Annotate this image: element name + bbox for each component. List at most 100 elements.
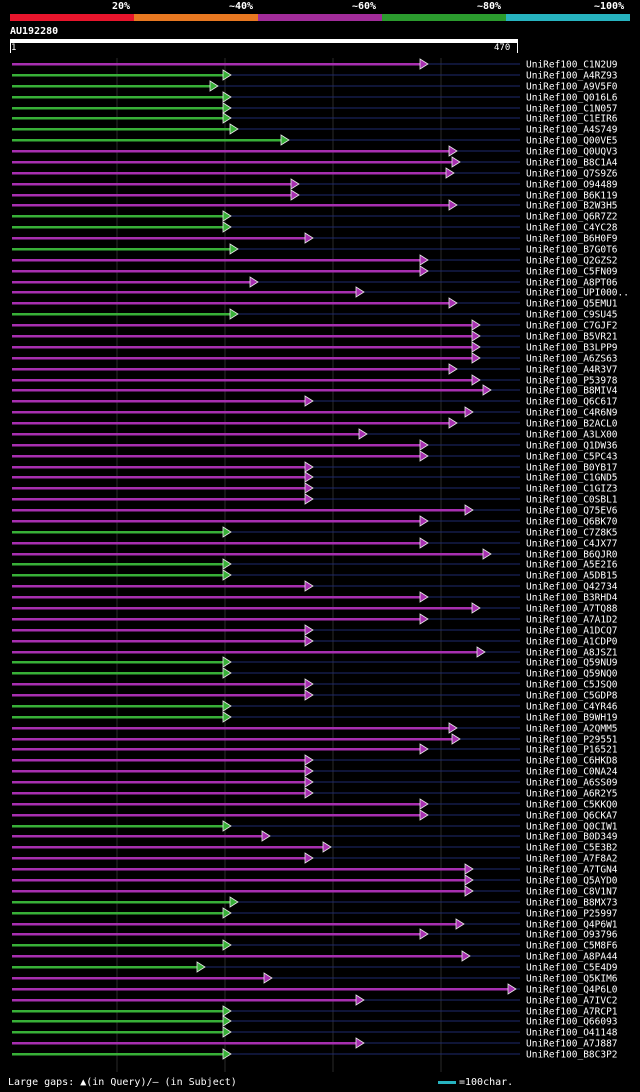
hit-bar [12, 531, 225, 534]
hit-bar [12, 563, 225, 566]
hit-arrow [304, 493, 314, 505]
hit-label: UniRef100_C1GND5 [526, 473, 618, 484]
hit-label: UniRef100_A7TGN4 [526, 865, 618, 876]
hit-label: UniRef100_B2W3H5 [526, 201, 618, 212]
hit-arrow [419, 254, 429, 266]
hit-bar [12, 400, 307, 403]
hit-arrow [445, 167, 455, 179]
hit-label: UniRef100_C5JSQ0 [526, 680, 618, 691]
hit-label: UniRef100_A5DB15 [526, 571, 618, 582]
hit-arrow [355, 994, 365, 1006]
hit-label: UniRef100_C5FN09 [526, 267, 618, 278]
hit-label: UniRef100_B6H0F9 [526, 234, 618, 245]
hit-bar [12, 291, 358, 294]
hit-label: UniRef100_B3LPP9 [526, 343, 618, 354]
hit-label: UniRef100_B8C3P2 [526, 1050, 618, 1061]
hit-arrow [461, 950, 471, 962]
hit-label: UniRef100_P25997 [526, 909, 618, 920]
hit-label: UniRef100_Q66093 [526, 1017, 618, 1028]
hit-arrow [419, 743, 429, 755]
hit-label: UniRef100_C1N2U9 [526, 60, 618, 71]
hit-label: UniRef100_B8MIV4 [526, 386, 618, 397]
hit-label: UniRef100_Q5AYD0 [526, 876, 618, 887]
hit-arrow [304, 482, 314, 494]
hit-arrow [471, 374, 481, 386]
hit-label: UniRef100_A9V5F0 [526, 82, 618, 93]
hit-bar [12, 1020, 225, 1023]
hit-bar [12, 117, 225, 120]
hit-bar [12, 444, 422, 447]
hit-arrow [222, 1015, 232, 1027]
gap-legend: Large gaps: ▲(in Query)/– (in Subject) [8, 1077, 237, 1088]
hit-arrow [471, 330, 481, 342]
hit-label: UniRef100_A6R2Y5 [526, 789, 618, 800]
hit-arrow [451, 733, 461, 745]
scale-end-label: 470 [494, 43, 511, 53]
legend-segment-60 [258, 14, 382, 21]
hit-label: UniRef100_C5E4D9 [526, 963, 618, 974]
hit-arrow [222, 1048, 232, 1060]
hit-bar [12, 194, 293, 197]
hit-bar [12, 672, 225, 675]
hit-label: UniRef100_C8V1N7 [526, 887, 618, 898]
hit-arrow [507, 983, 517, 995]
hit-label: UniRef100_B3RHD4 [526, 593, 618, 604]
hit-label: UniRef100_A7F8A2 [526, 854, 618, 865]
hit-bar [12, 716, 225, 719]
hit-label: UniRef100_B9WH19 [526, 713, 618, 724]
hit-arrow [304, 776, 314, 788]
hit-bar [12, 890, 467, 893]
hit-bar [12, 705, 225, 708]
hit-arrow [229, 896, 239, 908]
hit-bar [12, 74, 225, 77]
hit-label: UniRef100_A8PA44 [526, 952, 618, 963]
hit-bar [12, 107, 225, 110]
hit-bar [12, 1010, 225, 1013]
hit-arrow [229, 243, 239, 255]
hit-label: UniRef100_B8MX73 [526, 898, 618, 909]
hit-label: UniRef100_B2ACL0 [526, 419, 618, 430]
hit-label: UniRef100_A4RZ93 [526, 71, 618, 82]
hit-arrow [304, 852, 314, 864]
hit-bar [12, 259, 422, 262]
hit-bar [12, 977, 266, 980]
hit-bar [12, 150, 451, 153]
hit-bar [12, 433, 361, 436]
hit-bar [12, 139, 283, 142]
hit-bar [12, 237, 307, 240]
hit-label: UniRef100_C5KKQ0 [526, 800, 618, 811]
hit-bar [12, 759, 307, 762]
hit-bar [12, 379, 474, 382]
hit-arrow [209, 80, 219, 92]
hit-arrow [419, 613, 429, 625]
hit-arrow [419, 450, 429, 462]
hit-arrow [451, 156, 461, 168]
hit-label: UniRef100_C6HKD8 [526, 756, 618, 767]
hit-bar [12, 912, 225, 915]
hit-arrow [304, 754, 314, 766]
hit-label: UniRef100_Q6BK70 [526, 517, 618, 528]
hit-arrow [280, 134, 290, 146]
hit-bar [12, 607, 474, 610]
hit-arrow [222, 820, 232, 832]
hit-bar [12, 933, 422, 936]
hit-label: UniRef100_A4S749 [526, 125, 618, 136]
hit-bar [12, 270, 422, 273]
hit-bar [12, 585, 307, 588]
hit-arrow [419, 537, 429, 549]
hit-arrow [304, 624, 314, 636]
hit-label: UniRef100_C1EIR6 [526, 114, 618, 125]
hit-arrow [482, 548, 492, 560]
hit-bar [12, 781, 307, 784]
hit-label: UniRef100_Q2GZS2 [526, 256, 618, 267]
hit-label: UniRef100_Q59NU9 [526, 658, 618, 669]
hit-label: UniRef100_A1CDP0 [526, 637, 618, 648]
hit-bar [12, 770, 307, 773]
hit-bar [12, 727, 451, 730]
hit-arrow [419, 928, 429, 940]
hit-label: UniRef100_P16521 [526, 745, 618, 756]
hit-arrow [464, 504, 474, 516]
hit-bar [12, 509, 467, 512]
hit-arrow [471, 341, 481, 353]
hit-label: UniRef100_A1DCQ7 [526, 626, 618, 637]
